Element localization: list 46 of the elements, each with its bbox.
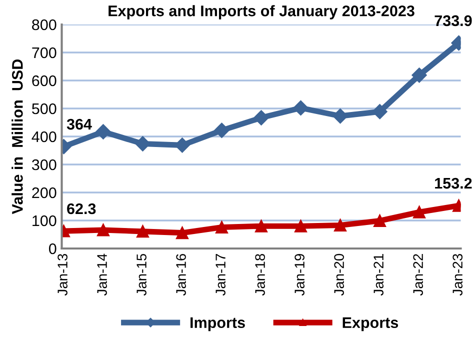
x-tick-label: Jan-16 (176, 254, 186, 296)
x-tick-label: Jan-19 (294, 254, 304, 296)
chart-title: Exports and Imports of January 2013-2023 (108, 5, 414, 20)
point (332, 108, 348, 124)
point (294, 220, 308, 232)
data-label: 364 (66, 118, 92, 130)
point (96, 124, 111, 140)
point (334, 219, 347, 232)
point (254, 110, 269, 126)
y-tick-label: 100 (32, 215, 56, 226)
y-tick-label: 500 (32, 103, 56, 114)
point (293, 100, 308, 116)
x-tick-label: Jan-15 (136, 254, 146, 296)
y-tick-label: 800 (32, 19, 56, 30)
x-tick-label: Jan-18 (255, 254, 265, 296)
point (413, 206, 426, 218)
point (176, 226, 188, 240)
x-tick-label: Jan-13 (58, 254, 68, 296)
point (174, 138, 190, 153)
point (255, 220, 268, 232)
point (215, 220, 228, 234)
x-tick-label: Jan-23 (452, 254, 463, 296)
y-tick-label: 200 (32, 187, 56, 198)
legend-label: Exports (342, 317, 398, 332)
y-axis-title: Value in Million USD (12, 59, 23, 214)
y-tick-label: 300 (32, 159, 56, 170)
x-tick-label: Jan-17 (216, 254, 226, 296)
point (214, 122, 230, 138)
legend-label: Imports (190, 317, 245, 332)
data-label: 153.2 (435, 178, 472, 189)
point (374, 214, 386, 228)
point (135, 136, 150, 152)
point (412, 68, 427, 83)
y-tick-label: 400 (32, 131, 56, 142)
y-tick-label: 0 (48, 243, 56, 254)
point (372, 104, 388, 120)
data-label: 733.9 (434, 15, 472, 26)
x-tick-label: Jan-22 (413, 254, 423, 296)
x-tick-label: Jan-20 (334, 254, 344, 296)
point (136, 225, 149, 238)
x-tick-label: Jan-21 (374, 254, 384, 296)
data-label: 62.3 (67, 203, 96, 214)
y-tick-label: 700 (32, 47, 56, 58)
x-tick-label: Jan-14 (97, 254, 107, 296)
y-tick-label: 600 (32, 75, 56, 86)
point (96, 224, 110, 236)
